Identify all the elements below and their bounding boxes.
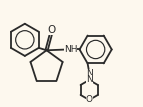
Text: N: N: [86, 75, 93, 85]
Text: O: O: [86, 95, 93, 104]
Text: O: O: [47, 25, 55, 35]
Text: N: N: [86, 69, 93, 78]
Text: NH: NH: [64, 45, 78, 54]
